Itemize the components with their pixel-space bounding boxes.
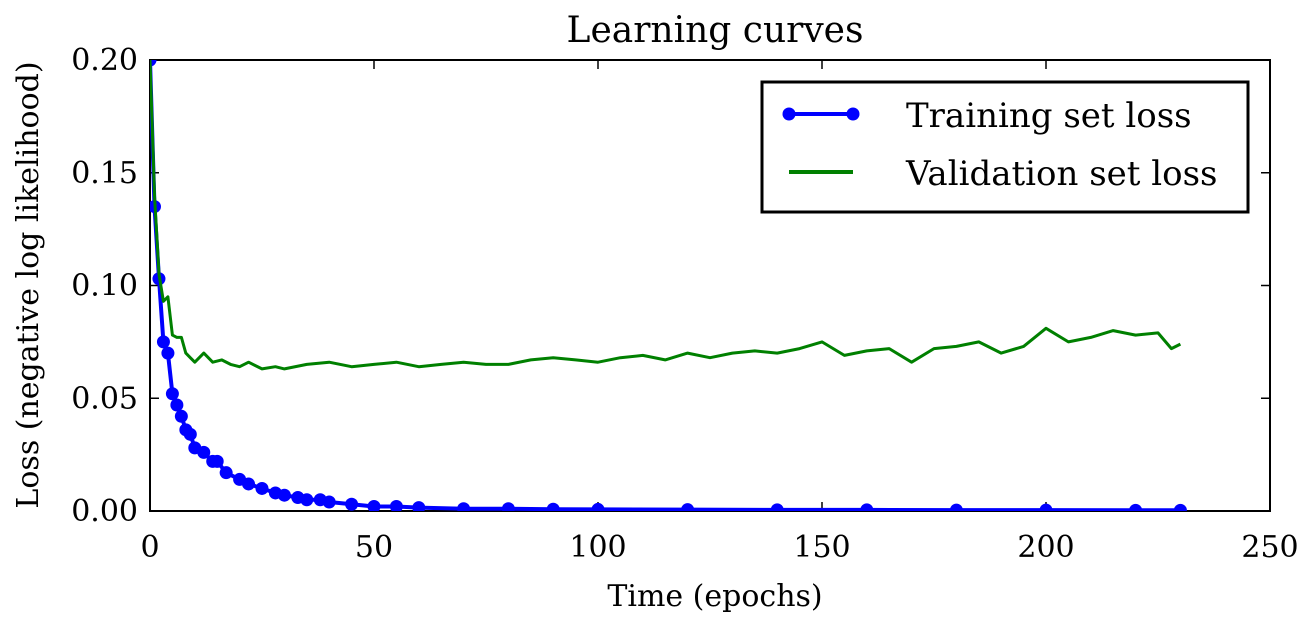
training-loss-point	[156, 335, 170, 349]
training-loss-point	[949, 503, 963, 511]
training-loss-point	[770, 503, 784, 511]
training-loss-point	[412, 501, 426, 511]
legend-training-marker-right	[846, 107, 860, 121]
training-loss-point	[210, 454, 224, 468]
x-tick-label: 0	[140, 530, 159, 565]
x-axis-label: Time (epochs)	[607, 579, 822, 614]
y-tick-label: 0.15	[71, 156, 138, 191]
training-loss-point	[1173, 503, 1187, 511]
legend-frame	[760, 80, 1250, 214]
training-loss-point	[546, 502, 560, 511]
training-loss-point	[389, 499, 403, 511]
training-loss-point	[681, 503, 695, 511]
training-loss-point	[591, 502, 605, 511]
y-tick-label: 0.05	[71, 381, 138, 416]
training-loss-point	[174, 409, 188, 423]
training-loss-point	[1129, 503, 1143, 511]
training-loss-point	[242, 477, 256, 491]
series-layer	[150, 60, 1187, 511]
x-tick-label: 50	[355, 530, 393, 565]
training-loss-point	[457, 502, 471, 511]
training-loss-point	[860, 503, 874, 511]
y-tick-label: 0.20	[71, 43, 138, 78]
training-loss-point	[300, 493, 314, 507]
training-loss-point	[219, 466, 233, 480]
validation-loss-line	[150, 60, 1182, 371]
training-loss-point	[255, 481, 269, 495]
y-axis-label: Loss (negative log likelihood)	[11, 61, 46, 508]
training-loss-point	[322, 495, 336, 509]
training-loss-point	[345, 497, 359, 511]
legend-training-label: Training set loss	[906, 96, 1192, 136]
training-loss-point	[277, 488, 291, 502]
x-tick-label: 250	[1241, 530, 1298, 565]
y-tick-label: 0.10	[71, 269, 138, 304]
chart-title: Learning curves	[567, 10, 864, 51]
training-loss-point	[161, 346, 175, 360]
legend-training-marker-left	[782, 107, 796, 121]
x-tick-label: 100	[569, 530, 626, 565]
y-tick-label: 0.00	[71, 494, 138, 529]
x-tick-label: 200	[1017, 530, 1074, 565]
training-loss-point	[501, 502, 515, 511]
legend: Training set loss Validation set loss	[760, 80, 1250, 214]
axis-ticks: 0 50 100 150 200 250 0.00 0.05 0.10 0.15 0.20	[71, 43, 1298, 565]
training-loss-point	[197, 445, 211, 459]
legend-validation-label: Validation set loss	[905, 154, 1217, 194]
training-loss-point	[170, 398, 184, 412]
training-loss-point	[165, 387, 179, 401]
training-loss-point	[367, 499, 381, 511]
training-loss-point	[183, 427, 197, 441]
training-loss-point	[1039, 503, 1053, 511]
x-tick-label: 150	[793, 530, 850, 565]
